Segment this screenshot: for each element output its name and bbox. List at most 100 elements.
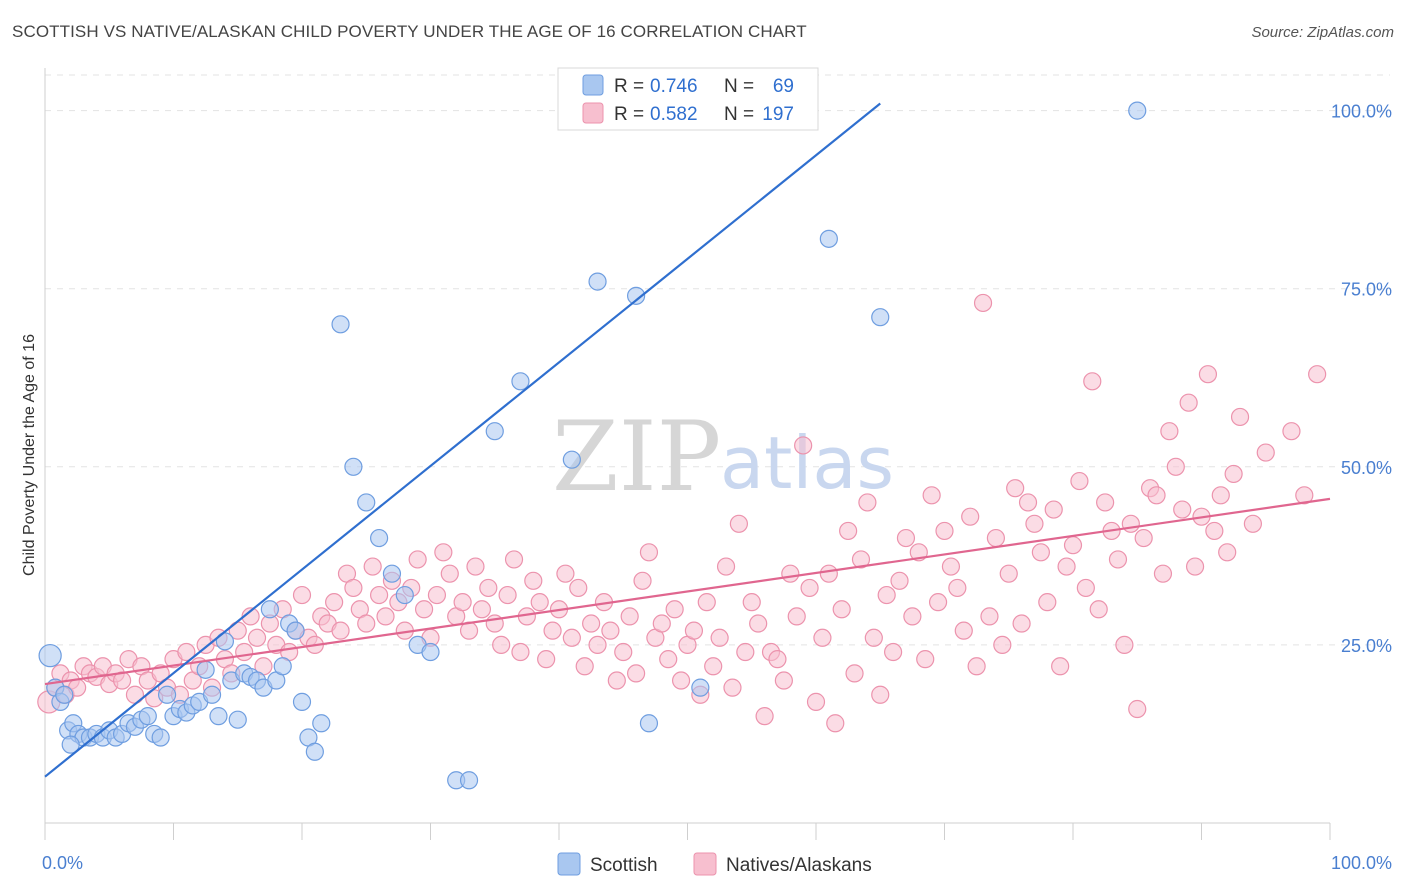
- data-point: [774, 671, 793, 690]
- legend-swatch-natives: [582, 102, 604, 124]
- data-point: [151, 728, 170, 747]
- data-point: [858, 493, 877, 512]
- data-point: [498, 585, 517, 605]
- data-point: [781, 564, 800, 583]
- data-point: [710, 628, 729, 647]
- data-point: [659, 650, 678, 669]
- data-point: [382, 564, 402, 583]
- data-point: [1179, 393, 1198, 412]
- data-point: [1160, 422, 1179, 441]
- data-point: [768, 650, 787, 669]
- data-point: [1128, 101, 1147, 120]
- data-point: [273, 657, 292, 676]
- data-point: [800, 578, 819, 598]
- data-point: [819, 229, 838, 248]
- data-point: [479, 578, 498, 598]
- data-point: [1198, 365, 1218, 384]
- data-point: [492, 635, 511, 655]
- data-point: [903, 607, 922, 626]
- data-point: [961, 507, 980, 526]
- data-point: [922, 486, 941, 505]
- data-point: [941, 557, 961, 576]
- data-point: [871, 308, 890, 327]
- data-point: [1051, 657, 1070, 676]
- data-point: [1063, 536, 1083, 555]
- data-point: [421, 642, 440, 662]
- data-point: [607, 671, 626, 690]
- data-point: [524, 571, 543, 590]
- data-point: [543, 621, 562, 640]
- data-point: [652, 614, 671, 633]
- data-point: [1070, 471, 1089, 491]
- data-point: [1185, 557, 1205, 576]
- bottom-legend: Scottish Natives/Alaskans: [557, 852, 872, 876]
- y-tick-label: 25.0%: [1341, 636, 1392, 656]
- data-point: [639, 714, 659, 733]
- data-point: [440, 564, 459, 583]
- data-point: [896, 528, 916, 548]
- y-tick-label: 50.0%: [1341, 458, 1392, 478]
- legend-n-label-natives: N =: [724, 104, 754, 125]
- data-point: [1031, 543, 1050, 562]
- data-point: [537, 650, 556, 669]
- data-point: [395, 585, 414, 605]
- data-point: [1211, 486, 1230, 505]
- data-point: [704, 657, 723, 676]
- data-point: [967, 657, 986, 676]
- legend-n-value-natives: 197: [762, 104, 794, 125]
- data-point: [331, 621, 350, 640]
- data-point: [511, 642, 530, 662]
- data-point: [1230, 407, 1250, 427]
- data-point: [357, 493, 376, 512]
- data-point: [569, 578, 588, 598]
- data-point: [370, 585, 389, 605]
- data-point: [511, 372, 530, 391]
- data-point: [845, 664, 864, 683]
- data-point: [138, 707, 157, 726]
- data-point: [716, 557, 736, 576]
- legend-n-label-scottish: N =: [724, 76, 754, 97]
- data-point: [1295, 486, 1314, 505]
- data-point: [1108, 550, 1128, 569]
- data-point: [472, 600, 491, 619]
- data-point: [935, 521, 954, 541]
- data-point: [466, 557, 485, 576]
- data-point: [986, 528, 1006, 548]
- chart-title: SCOTTISH VS NATIVE/ALASKAN CHILD POVERTY…: [12, 22, 807, 41]
- legend-r-label-natives: R =: [614, 104, 644, 125]
- data-point: [742, 593, 761, 612]
- data-point: [1025, 514, 1044, 533]
- data-point: [1096, 493, 1115, 512]
- data-point: [312, 714, 331, 733]
- data-point: [575, 657, 594, 676]
- data-point: [357, 614, 376, 633]
- data-point: [749, 614, 768, 633]
- x-tick-label-max: 100.0%: [1331, 853, 1392, 873]
- data-point: [370, 528, 389, 548]
- data-point: [839, 521, 858, 541]
- data-point: [794, 436, 813, 455]
- data-point: [305, 742, 324, 761]
- data-point: [1218, 543, 1237, 562]
- data-point: [1121, 514, 1140, 533]
- source-label: Source: ZipAtlas.com: [1251, 24, 1394, 41]
- data-point: [61, 735, 80, 754]
- data-point: [228, 710, 247, 729]
- data-point: [1006, 479, 1025, 498]
- data-point: [588, 272, 607, 291]
- data-point: [916, 650, 935, 669]
- data-point: [562, 628, 581, 647]
- y-tick-label: 75.0%: [1341, 280, 1392, 300]
- data-point: [427, 585, 447, 605]
- data-point: [157, 685, 177, 704]
- data-point: [954, 621, 973, 640]
- data-point: [877, 585, 896, 605]
- data-point: [973, 293, 993, 313]
- series-natives-points: [37, 293, 1327, 733]
- data-point: [530, 593, 549, 612]
- bottom-legend-label-scottish: Scottish: [590, 855, 658, 876]
- data-point: [247, 628, 267, 647]
- trend-line-scottish: [44, 102, 881, 778]
- data-point: [408, 550, 427, 569]
- data-point: [601, 621, 620, 640]
